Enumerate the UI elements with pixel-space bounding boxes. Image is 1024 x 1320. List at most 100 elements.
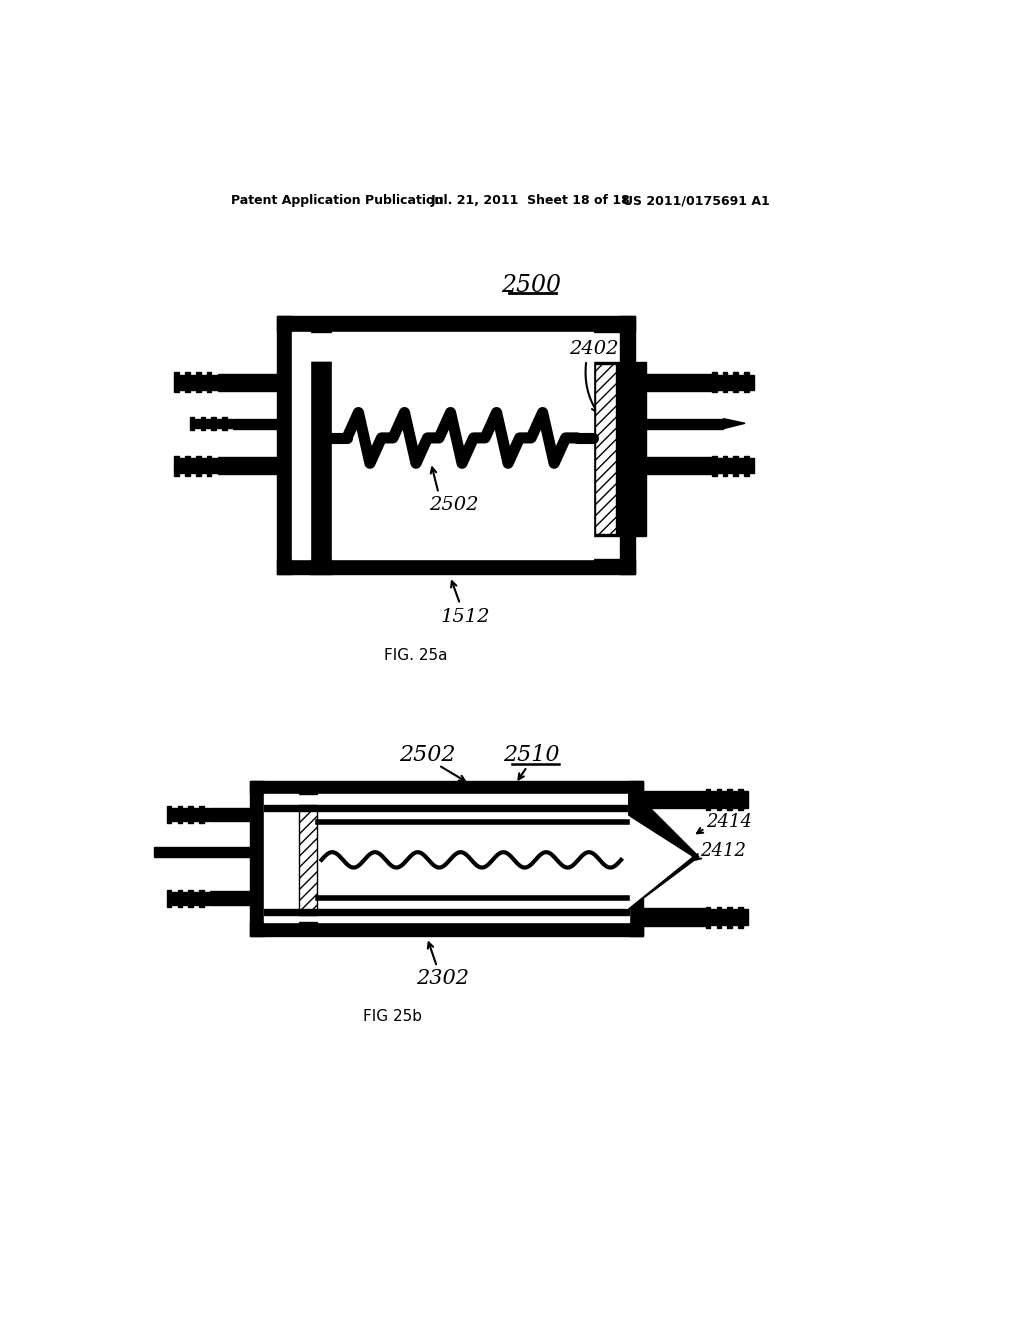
- Bar: [743, 792, 749, 808]
- Bar: [264, 909, 629, 915]
- Bar: [227, 420, 232, 428]
- Bar: [733, 792, 737, 808]
- Bar: [733, 372, 738, 392]
- Polygon shape: [724, 418, 745, 429]
- Bar: [199, 890, 204, 907]
- Bar: [629, 791, 706, 808]
- Bar: [733, 455, 738, 475]
- Bar: [233, 418, 310, 429]
- Bar: [738, 789, 742, 810]
- Bar: [629, 908, 706, 927]
- Bar: [706, 789, 711, 810]
- Bar: [712, 372, 717, 392]
- Bar: [206, 420, 211, 428]
- Bar: [712, 455, 717, 475]
- Bar: [299, 808, 316, 909]
- Bar: [194, 892, 199, 904]
- Bar: [727, 789, 732, 810]
- Bar: [276, 317, 635, 331]
- Bar: [728, 375, 733, 391]
- Bar: [711, 909, 716, 925]
- Bar: [264, 909, 629, 915]
- Bar: [595, 364, 616, 535]
- Bar: [727, 907, 732, 928]
- Text: 2302: 2302: [416, 969, 469, 987]
- Bar: [201, 417, 205, 430]
- Bar: [196, 455, 201, 475]
- Bar: [211, 417, 216, 430]
- Bar: [317, 795, 629, 923]
- Bar: [207, 372, 211, 392]
- Bar: [739, 458, 743, 474]
- Text: 2500: 2500: [501, 275, 561, 297]
- Bar: [199, 807, 204, 822]
- Bar: [222, 417, 226, 430]
- Bar: [190, 458, 196, 474]
- Bar: [180, 458, 184, 474]
- Bar: [194, 808, 199, 821]
- Bar: [183, 892, 187, 904]
- Text: 1512: 1512: [440, 607, 490, 626]
- Bar: [744, 455, 749, 475]
- Bar: [185, 372, 189, 392]
- Bar: [723, 455, 727, 475]
- Bar: [217, 457, 310, 474]
- Text: Jul. 21, 2011  Sheet 18 of 18: Jul. 21, 2011 Sheet 18 of 18: [431, 194, 631, 207]
- Bar: [172, 808, 177, 821]
- Bar: [250, 780, 264, 936]
- Bar: [196, 372, 201, 392]
- Text: FIG 25b: FIG 25b: [362, 1010, 422, 1024]
- Bar: [744, 372, 749, 392]
- Bar: [205, 808, 209, 821]
- Bar: [210, 808, 298, 821]
- Bar: [310, 363, 332, 574]
- Bar: [212, 458, 217, 474]
- Bar: [264, 795, 298, 923]
- Bar: [750, 375, 755, 391]
- Bar: [298, 807, 317, 913]
- Bar: [728, 458, 733, 474]
- Bar: [264, 805, 629, 812]
- Bar: [629, 780, 643, 936]
- Bar: [154, 847, 307, 857]
- Bar: [217, 420, 221, 428]
- Bar: [177, 807, 182, 822]
- Bar: [177, 890, 182, 907]
- Bar: [264, 805, 629, 812]
- Text: Patent Application Publication: Patent Application Publication: [230, 194, 443, 207]
- Bar: [292, 331, 593, 558]
- Bar: [722, 792, 727, 808]
- Bar: [593, 363, 646, 536]
- Bar: [733, 909, 737, 925]
- Bar: [276, 558, 635, 574]
- Text: FIG. 25a: FIG. 25a: [384, 648, 447, 663]
- Bar: [189, 417, 195, 430]
- Text: 2414: 2414: [707, 813, 753, 832]
- Polygon shape: [628, 816, 691, 908]
- Bar: [635, 418, 724, 429]
- Bar: [210, 891, 298, 906]
- Bar: [743, 909, 749, 925]
- Bar: [717, 907, 721, 928]
- Bar: [292, 331, 310, 558]
- Text: US 2011/0175691 A1: US 2011/0175691 A1: [624, 194, 770, 207]
- Bar: [180, 375, 184, 391]
- Bar: [717, 789, 721, 810]
- Bar: [738, 907, 742, 928]
- Bar: [620, 317, 635, 574]
- Text: 2502: 2502: [429, 496, 478, 513]
- Bar: [188, 807, 193, 822]
- Bar: [185, 455, 189, 475]
- Polygon shape: [629, 853, 698, 909]
- Text: 2502: 2502: [398, 744, 456, 766]
- Bar: [706, 907, 711, 928]
- Bar: [739, 375, 743, 391]
- Bar: [207, 455, 211, 475]
- Bar: [183, 808, 187, 821]
- Bar: [750, 458, 755, 474]
- Bar: [310, 363, 372, 381]
- Bar: [196, 420, 200, 428]
- Bar: [635, 374, 712, 391]
- Bar: [276, 317, 292, 574]
- Bar: [635, 457, 712, 474]
